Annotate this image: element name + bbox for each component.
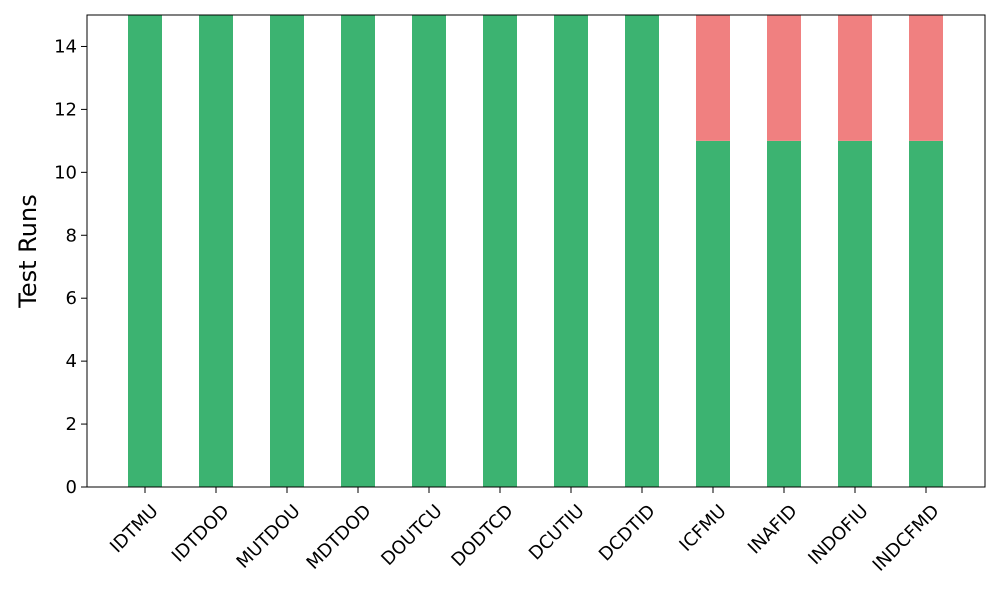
x-tick-label-mutdou: MUTDOU <box>233 501 305 573</box>
bar-segment-indcfmd-s1 <box>909 15 943 141</box>
y-axis: 0 2 4 6 8 10 12 14 <box>54 36 87 498</box>
x-tick-label-inafid: INAFID <box>744 501 802 559</box>
y-tick-label: 12 <box>54 99 77 120</box>
x-tick-label-dcutiu: DCUTIU <box>525 501 589 565</box>
bar-segment-idtdod-s0 <box>199 15 233 487</box>
x-tick-label-idtmu: IDTMU <box>106 501 162 557</box>
x-tick-label-indcfmd: INDCFMD <box>869 501 944 576</box>
bar-segment-dodtcd-s0 <box>483 15 517 487</box>
x-tick-label-mdtdod: MDTDOD <box>303 501 376 574</box>
bar-segment-icfmu-s1 <box>696 15 730 141</box>
bar-segment-mutdou-s0 <box>270 15 304 487</box>
bar-segment-inafid-s1 <box>767 15 801 141</box>
y-tick-label: 2 <box>66 414 77 435</box>
bar-segment-indcfmd-s0 <box>909 140 943 487</box>
y-tick-label: 8 <box>66 225 77 246</box>
bar-segment-indofiu-s0 <box>838 140 872 487</box>
plot-frame <box>86 14 986 488</box>
bars-layer <box>128 15 943 487</box>
bar-segment-icfmu-s0 <box>696 140 730 487</box>
x-tick-label-indofiu: INDOFIU <box>804 501 872 569</box>
x-tick-label-dodtcd: DODTCD <box>447 501 517 571</box>
x-tick-label-icfmu: ICFMU <box>675 501 730 556</box>
bar-segment-mdtdod-s0 <box>341 15 375 487</box>
y-axis-label: Test Runs <box>14 194 42 308</box>
x-tick-label-dcdtid: DCDTID <box>595 501 660 566</box>
x-tick-label-idtdod: IDTDOD <box>168 501 234 567</box>
bar-segment-indofiu-s1 <box>838 15 872 141</box>
x-tick-label-doutcu: DOUTCU <box>377 501 446 570</box>
y-tick-label: 6 <box>66 288 77 309</box>
bar-segment-inafid-s0 <box>767 140 801 487</box>
y-tick-label: 0 <box>66 477 77 498</box>
bar-segment-doutcu-s0 <box>412 15 446 487</box>
bar-segment-dcdtid-s0 <box>625 15 659 487</box>
y-tick-label: 4 <box>66 351 77 372</box>
y-tick-label: 14 <box>54 36 77 57</box>
y-tick-label: 10 <box>54 162 77 183</box>
bar-segment-idtmu-s0 <box>128 15 162 487</box>
bar-segment-dcutiu-s0 <box>554 15 588 487</box>
